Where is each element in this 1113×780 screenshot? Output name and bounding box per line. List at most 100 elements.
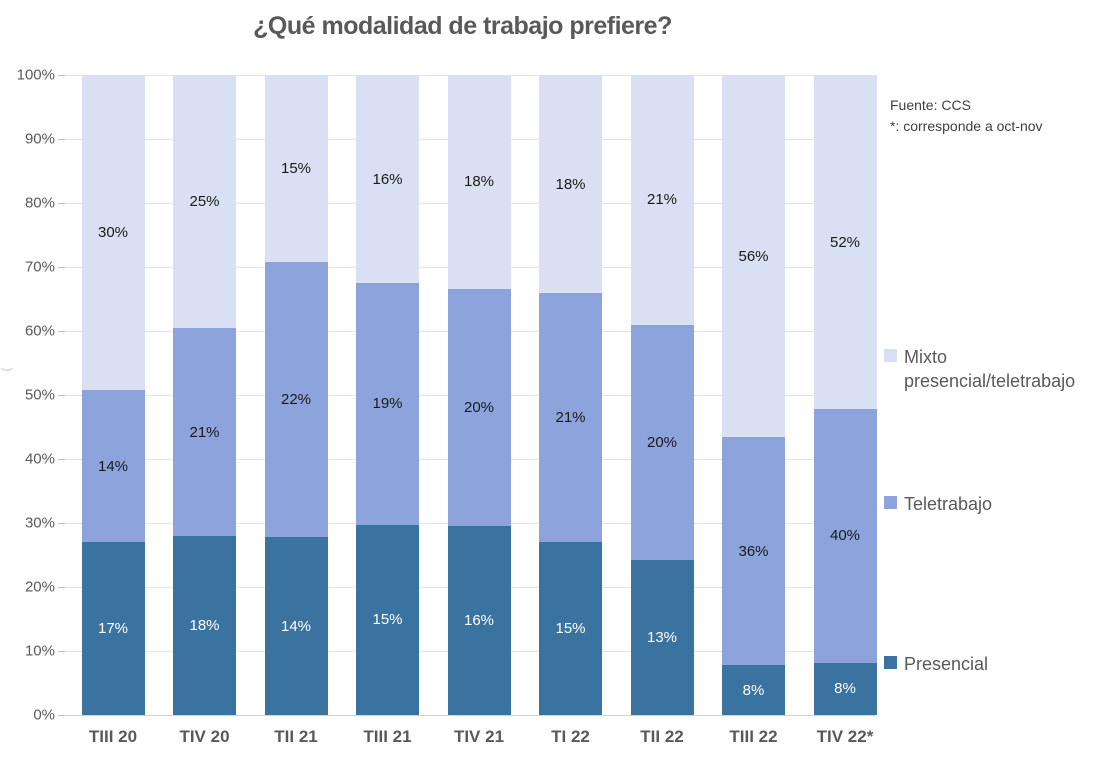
segment-presencial: 17% [81, 542, 145, 715]
y-tick-mark [58, 587, 65, 588]
data-label-teletrabajo: 21% [189, 423, 220, 441]
data-label-presencial: 8% [834, 680, 856, 698]
segment-teletrabajo: 14% [81, 389, 145, 543]
x-axis-label-tiv-22-: TIV 22* [816, 727, 874, 746]
data-label-presencial: 16% [463, 611, 495, 629]
legend-label: Mixto presencial/teletrabajo [904, 347, 1076, 391]
data-label-teletrabajo: 22% [280, 390, 312, 408]
data-label-mixto: 21% [646, 191, 678, 209]
x-axis-label-tiii-20: TIII 20 [88, 727, 138, 746]
legend-swatch-icon [884, 496, 897, 509]
data-label-mixto: 56% [738, 247, 769, 265]
legend-item-presencial: Presencial [884, 652, 988, 676]
data-label-teletrabajo: 20% [463, 398, 495, 416]
segment-mixto: 25% [173, 75, 236, 329]
data-label-mixto: 18% [555, 175, 586, 193]
x-axis-label-tii-22: TII 22 [640, 727, 684, 746]
bar-tiii-21: 16% 19% 15% [356, 75, 419, 715]
y-axis-artifact: ) [0, 367, 16, 372]
y-tick-label: 90% [24, 130, 55, 148]
data-label-mixto: 16% [372, 170, 403, 188]
segment-teletrabajo: 19% [356, 283, 419, 525]
segment-teletrabajo: 22% [264, 261, 328, 538]
data-label-teletrabajo: 14% [97, 457, 129, 475]
y-tick-label: 80% [24, 194, 55, 212]
data-label-mixto: 30% [97, 223, 129, 241]
x-axis-label-tii-21: TII 21 [274, 727, 318, 746]
x-axis-label-tiii-22: TIII 22 [729, 727, 778, 746]
segment-presencial: 18% [173, 535, 236, 715]
y-tick-mark [58, 75, 65, 76]
y-tick-label: 20% [24, 578, 55, 596]
data-label-mixto: 52% [829, 233, 861, 251]
data-label-presencial: 15% [555, 620, 586, 638]
segment-teletrabajo: 20% [630, 324, 694, 561]
segment-mixto: 18% [539, 75, 602, 294]
y-tick-label: 50% [24, 386, 55, 404]
y-tick-label: 30% [24, 514, 55, 532]
segment-mixto: 16% [356, 75, 419, 283]
legend-item-mixto: Mixto presencial/teletrabajo [884, 345, 1075, 393]
bar-tiv-20: 25% 21% 18% [173, 75, 236, 715]
segment-mixto: 56% [722, 75, 785, 438]
chart-title: ¿Qué modalidad de trabajo prefiere? [253, 12, 672, 40]
source-note-line2: *: corresponde a oct-nov [890, 118, 1043, 134]
x-axis-label-tiii-21: TIII 21 [363, 727, 412, 746]
segment-teletrabajo: 40% [813, 409, 877, 663]
legend-label: Teletrabajo [904, 494, 993, 514]
segment-presencial: 16% [447, 525, 511, 715]
data-label-teletrabajo: 20% [646, 433, 678, 451]
y-tick-mark [58, 267, 65, 268]
segment-teletrabajo: 21% [173, 328, 236, 536]
segment-presencial: 8% [813, 662, 877, 715]
segment-presencial: 15% [356, 524, 419, 715]
data-label-mixto: 15% [280, 159, 312, 177]
data-label-teletrabajo: 40% [829, 527, 861, 545]
bar-tiv-22-: 52% 40% 8% [813, 75, 877, 715]
y-tick-mark [58, 331, 65, 332]
bar-tiii-22: 56% 36% 8% [722, 75, 785, 715]
legend-item-teletrabajo: Teletrabajo [884, 492, 992, 516]
x-axis-label-tiv-20: TIV 20 [179, 727, 230, 746]
y-tick-label: 60% [24, 322, 55, 340]
data-label-presencial: 13% [646, 629, 678, 647]
source-note: Fuente: CCS *: corresponde a oct-nov [890, 95, 1043, 137]
data-label-presencial: 14% [280, 617, 312, 635]
y-tick-label: 70% [24, 258, 55, 276]
legend-label: Presencial [904, 654, 989, 674]
data-label-mixto: 18% [463, 173, 495, 191]
segment-mixto: 15% [264, 75, 328, 262]
segment-presencial: 15% [539, 542, 602, 715]
bar-ti-22: 18% 21% 15% [539, 75, 602, 715]
segment-mixto: 30% [81, 75, 145, 390]
y-tick-label: 0% [33, 706, 55, 724]
bar-tii-22: 21% 20% 13% [630, 75, 694, 715]
segment-mixto: 52% [813, 75, 877, 410]
data-label-presencial: 8% [742, 681, 765, 699]
segment-mixto: 18% [447, 75, 511, 289]
data-label-presencial: 15% [372, 611, 403, 629]
segment-presencial: 13% [630, 560, 694, 715]
data-label-presencial: 17% [97, 620, 129, 638]
y-tick-mark [58, 459, 65, 460]
y-tick-mark [58, 651, 65, 652]
bar-tiv-21: 18% 20% 16% [447, 75, 511, 715]
data-label-teletrabajo: 21% [555, 409, 586, 427]
gridline-0% [65, 715, 875, 716]
y-tick-label: 40% [24, 450, 55, 468]
data-label-teletrabajo: 19% [372, 395, 403, 413]
y-tick-mark [58, 395, 65, 396]
x-axis-label-ti-22: TI 22 [551, 727, 590, 746]
y-tick-mark [58, 523, 65, 524]
legend-swatch-icon [884, 656, 897, 669]
segment-teletrabajo: 20% [447, 288, 511, 526]
segment-presencial: 14% [264, 537, 328, 715]
y-tick-mark [58, 203, 65, 204]
legend-swatch-icon [884, 349, 897, 362]
y-tick-mark [58, 715, 65, 716]
y-tick-label: 10% [24, 642, 55, 660]
source-note-line1: Fuente: CCS [890, 97, 971, 113]
x-axis-label-tiv-21: TIV 21 [453, 727, 505, 746]
data-label-mixto: 25% [189, 193, 220, 211]
